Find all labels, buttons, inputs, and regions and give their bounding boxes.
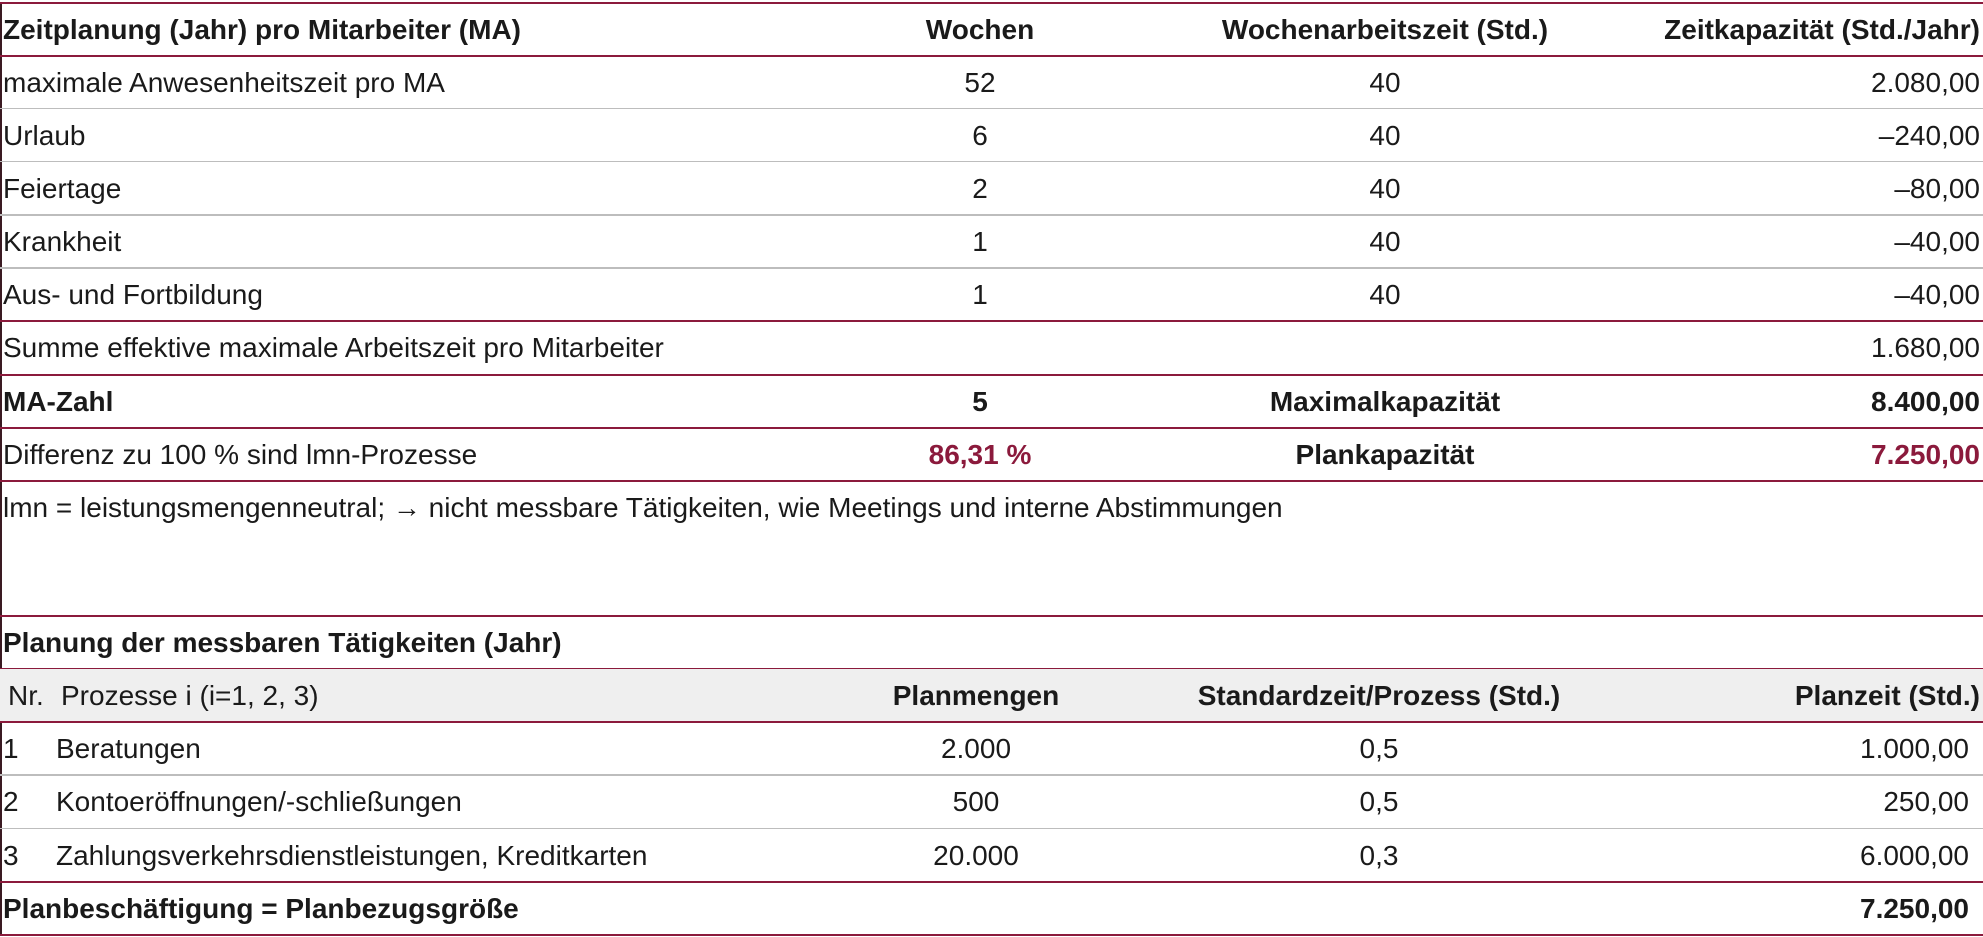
rule: [0, 214, 1983, 216]
cell: –40,00: [1894, 226, 1980, 258]
cell: 250,00: [1883, 786, 1969, 818]
rule: [0, 426, 1983, 429]
cell: Kontoeröffnungen/-schließungen: [56, 786, 462, 818]
rule: [0, 827, 1983, 830]
cell: 40: [1369, 119, 1401, 151]
cell: Krankheit: [3, 226, 122, 258]
cell: Nr.: [8, 680, 44, 712]
rule: [0, 107, 1983, 110]
cell: Zeitplanung (Jahr) pro Mitarbeiter (MA): [3, 13, 521, 45]
cell: lmn = leistungsmengenneutral; → nicht me…: [3, 491, 1283, 523]
cell: –240,00: [1878, 119, 1980, 151]
rule: [0, 880, 1983, 883]
cell: 1: [3, 733, 19, 765]
rule: [0, 320, 1983, 323]
cell: 1: [972, 279, 988, 311]
cell: Standardzeit/Prozess (Std.): [1197, 680, 1561, 712]
cell: Planung der messbaren Tätigkeiten (Jahr): [3, 627, 562, 658]
cell: 5: [972, 385, 988, 417]
cell: 7.250,00: [1860, 892, 1969, 924]
rule: [0, 1, 1983, 4]
cell: Feiertage: [3, 172, 122, 204]
cell: Wochenarbeitszeit (Std.): [1221, 13, 1549, 45]
cell: Prozesse i (i=1, 2, 3): [61, 680, 319, 712]
rule: [0, 774, 1983, 776]
cell: 86,31 %: [928, 438, 1032, 470]
cell: 2.000: [940, 733, 1012, 765]
cell: Plankapazität: [1295, 438, 1475, 470]
rule: [0, 267, 1983, 269]
cell: 52: [964, 66, 996, 98]
rule: [0, 373, 1983, 376]
cell: 3: [3, 839, 19, 871]
cell: Planmengen: [892, 680, 1060, 712]
cell: Zeitkapazität (Std./Jahr): [1664, 13, 1980, 45]
cell: 500: [952, 786, 1000, 818]
cell: Differenz zu 100 % sind lmn-Prozesse: [3, 438, 478, 470]
cell: –80,00: [1894, 172, 1980, 204]
cell: –40,00: [1894, 279, 1980, 311]
cell: Beratungen: [56, 733, 201, 765]
cell: MA-Zahl: [3, 385, 114, 417]
cell: Summe effektive maximale Arbeitszeit pro…: [3, 332, 664, 364]
cell: 40: [1369, 279, 1401, 311]
cell: 1: [972, 226, 988, 258]
cell: 0,5: [1359, 786, 1399, 818]
cell: 20.000: [933, 839, 1019, 871]
left-border: [0, 2, 2, 935]
cell: 0,3: [1359, 839, 1399, 871]
cell: Zahlungsverkehrsdienstleistungen, Kredit…: [56, 839, 648, 871]
rule: [0, 721, 1983, 724]
cell: 6.000,00: [1860, 839, 1969, 871]
cell: 7.250,00: [1871, 438, 1980, 470]
cell: 1.680,00: [1871, 332, 1980, 364]
cell: Planbeschäftigung = Planbezugsgröße: [3, 892, 519, 924]
rule: [0, 160, 1983, 163]
cell: 8.400,00: [1871, 385, 1980, 417]
cell: 0,5: [1359, 733, 1399, 765]
rule: [0, 933, 1983, 936]
cell: 2: [3, 786, 19, 818]
header-shade: [0, 669, 1983, 723]
cell: 40: [1369, 66, 1401, 98]
cell: maximale Anwesenheitszeit pro MA: [3, 66, 445, 98]
cell: Maximalkapazität: [1269, 385, 1501, 417]
cell: 40: [1369, 172, 1401, 204]
rule: [0, 615, 1983, 617]
cell: 2: [972, 172, 988, 204]
cell: Aus- und Fortbildung: [3, 279, 263, 311]
cell: 40: [1369, 226, 1401, 258]
cell: 6: [972, 119, 988, 151]
cell: Urlaub: [3, 119, 86, 151]
rule: [0, 54, 1983, 57]
cell: Planzeit (Std.): [1794, 680, 1980, 712]
rule: [0, 479, 1983, 482]
cell: 2.080,00: [1871, 66, 1980, 98]
cell: Wochen: [925, 13, 1035, 45]
cell: 1.000,00: [1860, 733, 1969, 765]
